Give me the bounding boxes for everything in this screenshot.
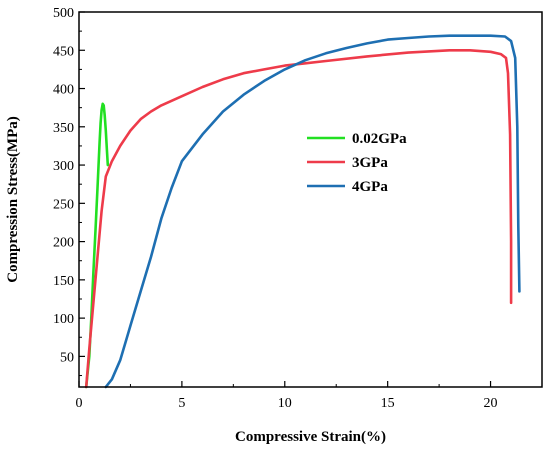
x-tick-label: 0 <box>76 396 83 411</box>
legend-label: 4GPa <box>352 179 388 195</box>
series-line-4GPa <box>104 34 521 389</box>
legend-label: 0.02GPa <box>352 131 407 147</box>
legend: 0.02GPa 3GPa 4GPa <box>307 131 407 195</box>
y-tick-label: 100 <box>53 312 74 327</box>
series-line-0.02GPa <box>84 102 110 389</box>
legend-label: 3GPa <box>352 155 388 171</box>
y-tick-label: 150 <box>53 274 74 289</box>
x-tick-label: 15 <box>381 396 395 411</box>
y-tick-label: 450 <box>53 44 74 59</box>
y-tick-label: 400 <box>53 83 74 98</box>
y-tick-label: 300 <box>53 159 74 174</box>
x-tick-label: 20 <box>484 396 498 411</box>
series-layer <box>84 34 521 389</box>
x-tick-label: 10 <box>278 396 292 411</box>
y-axis: 50 100 150 200 250 300 350 400 450 500 <box>53 6 85 377</box>
series-line-3GPa <box>84 49 513 389</box>
y-tick-label: 50 <box>60 350 74 365</box>
y-tick-label: 200 <box>53 236 74 251</box>
x-axis-title: Compressive Strain(%) <box>235 429 386 445</box>
y-tick-label: 350 <box>53 121 74 136</box>
y-tick-label: 500 <box>53 6 74 21</box>
plot-frame <box>78 11 543 388</box>
x-axis: 0 5 10 15 20 <box>76 381 498 411</box>
y-tick-label: 250 <box>53 197 74 212</box>
y-axis-title: Compression Stress(MPa) <box>5 116 21 283</box>
x-tick-label: 5 <box>178 396 185 411</box>
